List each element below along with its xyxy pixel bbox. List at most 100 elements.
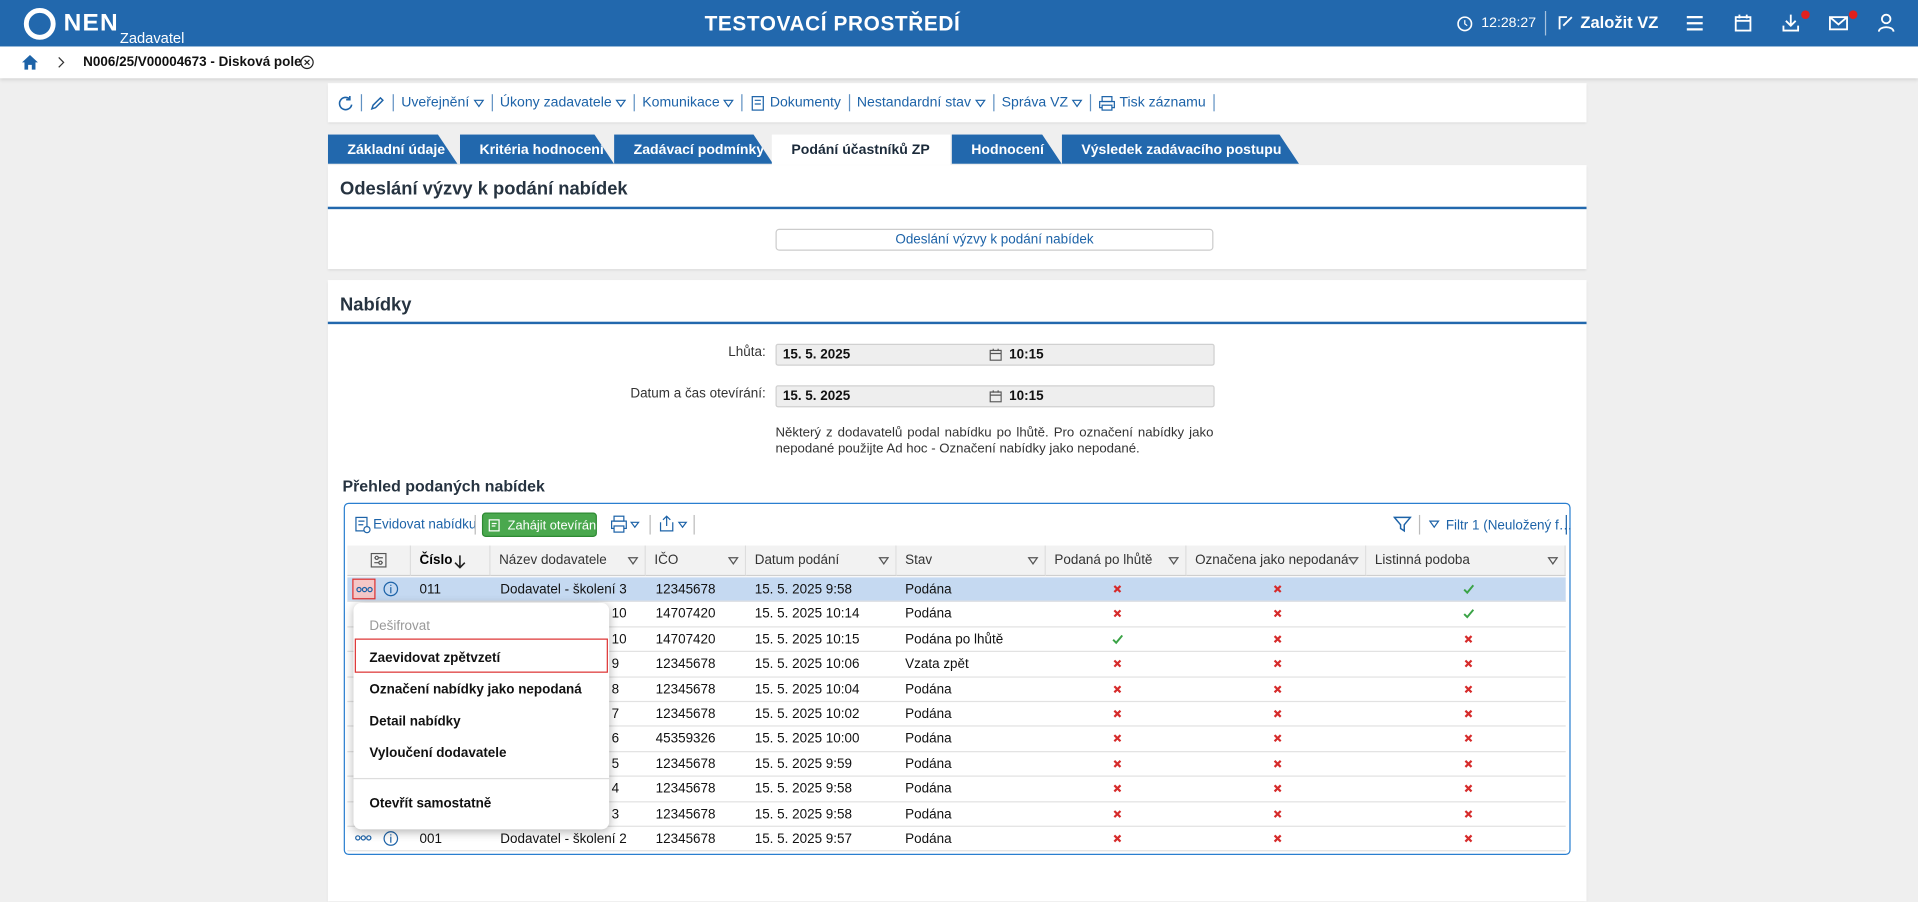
edit-icon[interactable] bbox=[369, 95, 385, 111]
toolbar: Uveřejnění Úkony zadavatele Komunikace Doku… bbox=[327, 83, 1587, 123]
tab[interactable]: Podání účastníků ZP bbox=[771, 134, 951, 167]
cell-ico: 12345678 bbox=[655, 682, 716, 697]
close-icon[interactable] bbox=[300, 55, 315, 70]
toolbar-item[interactable]: Úkony zadavatele bbox=[500, 95, 627, 110]
row-actions[interactable] bbox=[352, 578, 376, 600]
time-value: 10:15 bbox=[1009, 388, 1044, 404]
cell-ico: 14707420 bbox=[655, 632, 716, 647]
refresh-icon[interactable] bbox=[338, 95, 354, 111]
column-header[interactable]: Datum podání bbox=[746, 545, 897, 577]
toolbar-item[interactable]: Tisk záznamu bbox=[1099, 95, 1206, 111]
cell-supplier: 6 bbox=[611, 731, 620, 747]
cross-icon bbox=[1464, 659, 1472, 668]
field-input: 15. 5. 2025 10:15 bbox=[775, 385, 1215, 408]
column-filter bbox=[627, 557, 639, 565]
cell-state: Podána bbox=[905, 806, 952, 822]
toolbar-item[interactable]: Nestandardní stav bbox=[857, 95, 986, 110]
cross-icon bbox=[1273, 834, 1281, 843]
separator bbox=[360, 94, 363, 112]
section-title: Odeslání výzvy k podání nabídek bbox=[340, 178, 628, 200]
grid-row[interactable]: 4 12345678 15. 5. 2025 9:58 Podána bbox=[347, 777, 1566, 802]
filter[interactable]: Filtr 1 (Neuložený f… bbox=[1445, 518, 1573, 534]
start-opening-button[interactable]: Zahájit otevírání bbox=[481, 512, 600, 537]
menu-separator bbox=[353, 777, 610, 780]
column-label: Číslo bbox=[419, 552, 453, 568]
column-header[interactable]: Označena jako nepodaná bbox=[1186, 545, 1367, 577]
cross-icon bbox=[1273, 610, 1281, 618]
column-header[interactable]: Číslo bbox=[410, 545, 491, 577]
separator bbox=[848, 94, 850, 112]
menu-item[interactable]: Označení nabídky jako nepodaná bbox=[369, 682, 582, 698]
context-menu: Dešifrovat Zaevidovat zpětvzetí Označení n… bbox=[353, 603, 610, 830]
cross-icon bbox=[1273, 759, 1281, 768]
column-header[interactable]: Listinná podoba bbox=[1366, 545, 1566, 577]
cross-icon bbox=[1273, 585, 1281, 593]
chevron bbox=[58, 57, 65, 68]
menu-item[interactable]: Vyloučení dodavatele bbox=[369, 746, 507, 761]
menu-item[interactable]: Otevřít samostatně bbox=[369, 796, 492, 811]
column-header[interactable]: IČO bbox=[645, 545, 747, 577]
menu-icon[interactable] bbox=[1686, 15, 1704, 32]
register-offer[interactable]: Evidovat nabídku bbox=[373, 517, 477, 533]
cell-ico: 12345678 bbox=[655, 756, 716, 772]
separator bbox=[491, 94, 493, 112]
breadcrumb: N006/25/V00004673 - Disková pole bbox=[83, 55, 302, 70]
user-icon[interactable] bbox=[1877, 13, 1895, 32]
toolbar-item[interactable]: Správa VZ bbox=[1002, 95, 1083, 110]
column-filter bbox=[878, 557, 890, 565]
field-input: 15. 5. 2025 10:15 bbox=[775, 343, 1215, 366]
grid-row[interactable]: 7 12345678 15. 5. 2025 10:02 Podána bbox=[347, 702, 1566, 728]
column-header[interactable]: Podaná po lhůtě bbox=[1045, 545, 1187, 577]
export-menu[interactable] bbox=[658, 514, 690, 534]
field-label: Datum a čas otevírání: bbox=[630, 386, 766, 402]
cell-date: 15. 5. 2025 9:58 bbox=[754, 806, 852, 822]
sort-icon bbox=[454, 555, 466, 569]
menu-focus bbox=[354, 638, 608, 673]
tab[interactable]: Základní údaje bbox=[328, 135, 458, 164]
cell-date: 15. 5. 2025 9:59 bbox=[754, 756, 852, 772]
toolbar-item[interactable]: Komunikace bbox=[642, 95, 735, 110]
cell-number: 011 bbox=[419, 582, 442, 597]
mail-icon[interactable] bbox=[1829, 10, 1858, 34]
column-header[interactable]: Stav bbox=[896, 545, 1046, 577]
cell-supplier: Dodavatel - školení 3 bbox=[500, 582, 627, 597]
toolbar-item[interactable]: Dokumenty bbox=[750, 95, 841, 111]
clock: 12:28:27 bbox=[1481, 15, 1537, 31]
cell-state: Podána bbox=[905, 781, 952, 797]
print-menu[interactable] bbox=[610, 515, 642, 533]
cell-state: Podána bbox=[905, 607, 952, 622]
cross-icon bbox=[1112, 809, 1121, 818]
dropdown-arrow bbox=[723, 99, 735, 107]
grid-row[interactable]: 001 Dodavatel - školení 2 12345678 15. 5. 2… bbox=[347, 827, 1566, 852]
grid-row[interactable]: 10 14707420 15. 5. 2025 10:14 Podána bbox=[347, 602, 1566, 628]
home-icon[interactable] bbox=[21, 54, 39, 70]
send-invitation-button[interactable]: Odeslání výzvy k podání nabídek bbox=[775, 228, 1214, 251]
filter-icon[interactable] bbox=[1393, 515, 1412, 533]
start-opening: Zahájit otevírání bbox=[507, 518, 600, 534]
tab[interactable]: Výsledek zadávacího postupu bbox=[1062, 135, 1299, 164]
info-icon bbox=[383, 831, 399, 846]
download-icon[interactable] bbox=[1781, 10, 1810, 34]
cell-ico: 12345678 bbox=[655, 831, 716, 847]
column-settings[interactable] bbox=[347, 545, 411, 577]
tab[interactable]: Zadávací podmínky bbox=[614, 135, 773, 164]
toolbar-item[interactable]: Uveřejnění bbox=[401, 95, 484, 110]
cross-icon bbox=[1464, 809, 1472, 818]
tab[interactable]: Kritéria hodnocení bbox=[460, 135, 614, 164]
column-filter bbox=[1547, 557, 1559, 565]
cell-ico: 12345678 bbox=[655, 781, 716, 797]
menu-item[interactable]: Detail nabídky bbox=[369, 714, 461, 730]
row-actions[interactable] bbox=[352, 828, 375, 849]
column-header[interactable]: Název dodavatele bbox=[490, 545, 646, 577]
cell-supplier: 10 bbox=[611, 632, 627, 647]
tab[interactable]: Hodnocení bbox=[952, 135, 1062, 164]
invitation-panel: Odeslání výzvy k podání nabídek Odeslání… bbox=[327, 165, 1587, 270]
grid-row[interactable]: 011 Dodavatel - školení 3 12345678 15. 5. 2… bbox=[347, 577, 1566, 603]
menu-item[interactable]: Zaevidovat zpětvzetí bbox=[369, 650, 501, 666]
cross-icon bbox=[1112, 585, 1121, 593]
cross-icon bbox=[1464, 635, 1472, 643]
calendar-icon[interactable] bbox=[1734, 13, 1752, 32]
cross-icon bbox=[1112, 759, 1121, 768]
create-button[interactable]: Založit VZ bbox=[1580, 13, 1659, 32]
